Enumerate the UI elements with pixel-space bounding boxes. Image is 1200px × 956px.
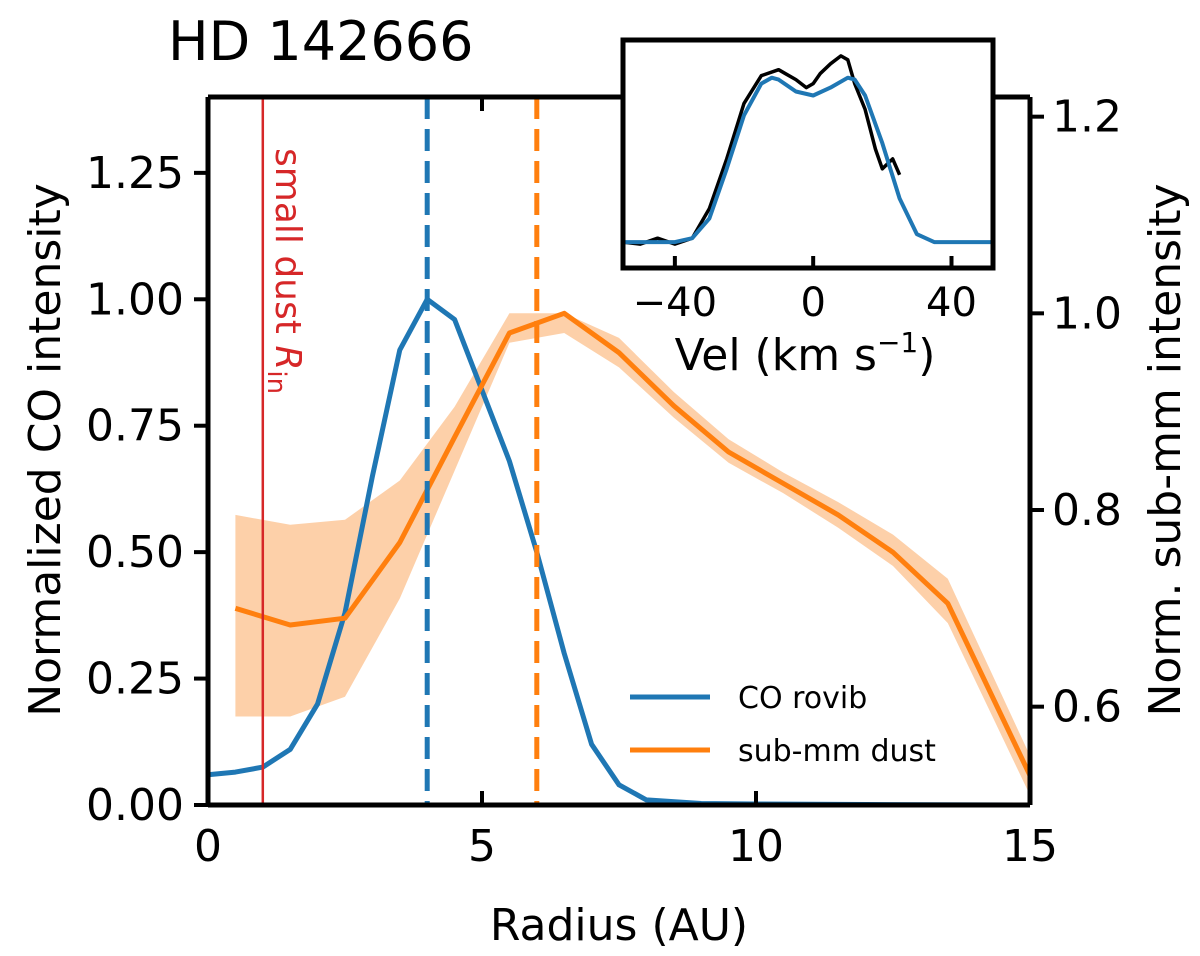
series-line-sub-mm-dust	[234, 310, 1033, 777]
inset-background	[623, 40, 993, 268]
y-axis-label: Normalized CO intensity	[20, 183, 71, 717]
y2-tick-label: 1.0	[1052, 288, 1122, 339]
inset-series-model	[623, 75, 993, 245]
y-tick-label: 0.25	[86, 654, 184, 705]
series-line-layer	[207, 296, 1033, 808]
y2-tick-label: 1.2	[1052, 92, 1122, 143]
inset-frame	[620, 37, 996, 271]
chart-title: HD 142666	[168, 10, 474, 73]
y-tick-label: 1.25	[86, 148, 184, 199]
tick-layer: 0 5 10 15 0.00 0.25 0.50 0.75 1.00 1.25 0.6 0.8 1.0 1…	[86, 92, 1122, 872]
legend-label-sub-mm-dust: sub-mm dust	[738, 734, 936, 769]
y-tick-label: 0.00	[86, 780, 184, 831]
legend-label-co-rovib: CO rovib	[738, 681, 867, 716]
y2-tick-label: 0.6	[1052, 682, 1122, 733]
inset-chart: −40 0 40 Vel (km s−1)	[620, 37, 996, 381]
inset-x-tick-label: −40	[633, 280, 717, 326]
y-tick-label: 0.50	[86, 527, 184, 578]
y2-tick-label: 0.8	[1052, 485, 1122, 536]
y2-axis-label: Norm. sub-mm intensity	[1140, 183, 1191, 716]
x-tick-label: 15	[1002, 821, 1058, 872]
small-dust-annotation: small dust Rin	[261, 148, 308, 394]
inset-tick-layer: −40 0 40	[633, 256, 977, 326]
annotation-small-dust-rin: small dust Rin	[261, 148, 308, 394]
x-tick-label: 5	[468, 821, 496, 872]
x-tick-label: 10	[728, 821, 784, 872]
inset-x-tick-label: 0	[800, 280, 825, 326]
vertical-line-layer	[261, 97, 540, 805]
y-tick-label: 1.00	[86, 274, 184, 325]
inset-x-axis-label: Vel (km s−1)	[675, 326, 936, 381]
x-tick-label: 0	[194, 821, 222, 872]
inset-series-layer	[622, 54, 993, 246]
x-axis-label: Radius (AU)	[490, 900, 748, 951]
y-tick-label: 0.75	[86, 401, 184, 452]
inset-x-tick-label: 40	[926, 280, 977, 326]
legend: CO rovib sub-mm dust	[630, 681, 936, 769]
